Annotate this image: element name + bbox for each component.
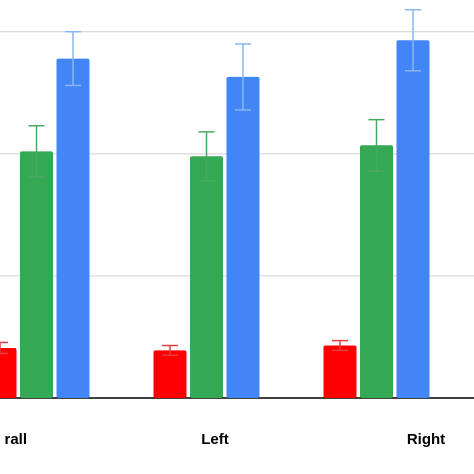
x-tick-label: Right xyxy=(407,431,445,448)
bar xyxy=(396,40,430,399)
bar xyxy=(153,350,187,398)
bar xyxy=(226,76,260,398)
bar xyxy=(0,347,17,398)
x-tick-label: Left xyxy=(201,431,229,448)
x-tick-label: rall xyxy=(4,431,27,448)
bar xyxy=(20,151,53,398)
bar xyxy=(190,156,223,398)
bar xyxy=(360,145,393,398)
bar xyxy=(323,345,357,398)
bar xyxy=(56,58,90,398)
